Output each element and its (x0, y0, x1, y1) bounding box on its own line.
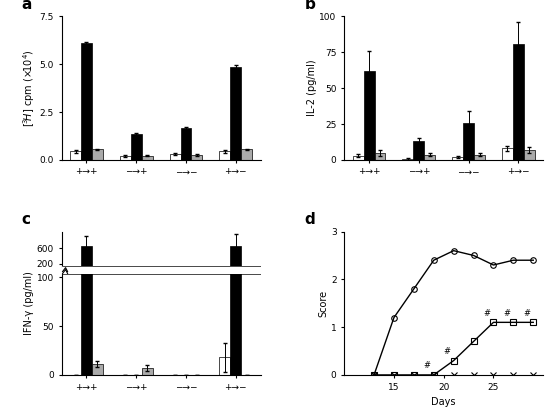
Bar (62, 266, 260, 274)
Bar (81, 43, 92, 160)
Bar (513, 44, 524, 160)
Bar (130, 134, 142, 160)
Bar (241, 149, 252, 160)
Bar (92, 364, 103, 375)
Bar (142, 368, 153, 375)
Text: c: c (22, 212, 31, 227)
Bar (403, 159, 413, 160)
Bar (92, 149, 103, 160)
Text: a: a (22, 0, 32, 12)
Bar (70, 151, 81, 160)
Bar (463, 123, 474, 160)
Bar (81, 271, 92, 375)
Text: #: # (444, 347, 451, 356)
Bar (180, 128, 192, 160)
Y-axis label: IFN-γ (pg/ml): IFN-γ (pg/ml) (24, 271, 34, 335)
Bar (502, 148, 513, 160)
Bar (220, 357, 230, 375)
Bar (424, 155, 435, 160)
Bar (230, 271, 241, 375)
X-axis label: Days: Days (431, 397, 456, 407)
Y-axis label: IL-2 (pg/ml): IL-2 (pg/ml) (306, 60, 316, 117)
Bar (120, 156, 130, 160)
Bar (142, 156, 153, 160)
Text: #: # (424, 361, 431, 370)
Bar (230, 246, 241, 266)
Bar (452, 157, 463, 160)
Text: d: d (305, 212, 315, 227)
Bar (474, 155, 485, 160)
Text: #: # (503, 309, 510, 318)
Y-axis label: $[^3\!H]$ cpm ($\times\!10^4$): $[^3\!H]$ cpm ($\times\!10^4$) (21, 49, 37, 127)
Text: #: # (483, 309, 491, 318)
Y-axis label: Score: Score (318, 290, 328, 317)
Text: b: b (305, 0, 315, 12)
Bar (524, 150, 535, 160)
Bar (353, 156, 363, 160)
Bar (230, 67, 241, 160)
Bar (170, 154, 180, 160)
Bar (81, 246, 92, 266)
Text: #: # (523, 309, 530, 318)
Bar (413, 141, 424, 160)
Bar (220, 151, 230, 160)
Bar (363, 71, 375, 160)
Bar (192, 155, 202, 160)
Bar (375, 153, 385, 160)
